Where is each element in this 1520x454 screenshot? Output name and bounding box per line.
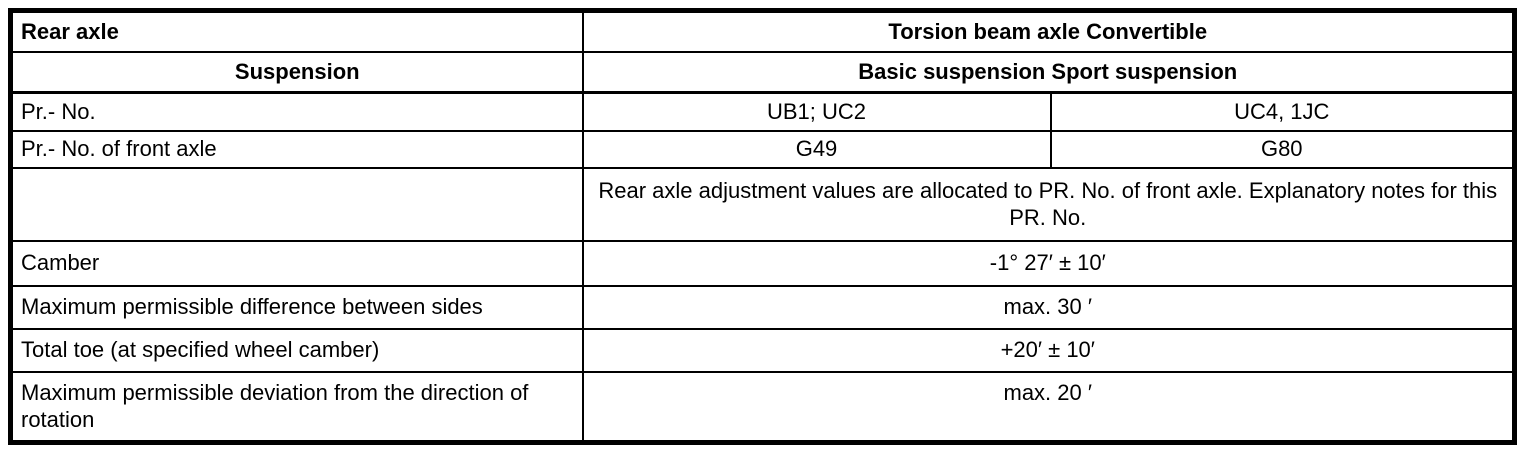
total-toe-value-cell: +20′ ± 10′ (581, 327, 1516, 373)
table-row-pr-no-front-axle: Pr.- No. of front axle G49 G80 (9, 129, 1516, 169)
table-row-note: Rear axle adjustment values are allocate… (9, 166, 1516, 242)
pr-no-front-sport-cell: G80 (1049, 129, 1516, 169)
table-row-total-toe: Total toe (at specified wheel camber) +2… (9, 327, 1516, 373)
camber-label-cell: Camber (9, 239, 584, 287)
pr-no-sport-cell: UC4, 1JC (1049, 91, 1516, 132)
suspension-header-cell: Suspension (9, 50, 584, 94)
rear-axle-spec-table: Rear axle Torsion beam axle Convertible … (8, 8, 1517, 445)
table-row-max-deviation: Maximum permissible deviation from the d… (9, 370, 1516, 444)
empty-label-cell (9, 166, 584, 242)
axle-type-header-cell: Torsion beam axle Convertible (581, 9, 1516, 53)
max-difference-value-cell: max. 30 ′ (581, 284, 1516, 330)
table-row-header-suspension: Suspension Basic suspension Sport suspen… (9, 50, 1516, 94)
table-row-max-difference: Maximum permissible difference between s… (9, 284, 1516, 330)
total-toe-label-cell: Total toe (at specified wheel camber) (9, 327, 584, 373)
table-row-pr-no: Pr.- No. UB1; UC2 UC4, 1JC (9, 91, 1516, 132)
pr-no-label-cell: Pr.- No. (9, 91, 584, 132)
max-difference-label-cell: Maximum permissible difference between s… (9, 284, 584, 330)
suspension-types-header-cell: Basic suspension Sport suspension (581, 50, 1516, 94)
pr-no-basic-cell: UB1; UC2 (581, 91, 1052, 132)
max-deviation-label-cell: Maximum permissible deviation from the d… (9, 370, 584, 444)
table-row-camber: Camber -1° 27′ ± 10′ (9, 239, 1516, 287)
max-deviation-value-cell: max. 20 ′ (581, 370, 1516, 444)
table-row-header-axle: Rear axle Torsion beam axle Convertible (9, 9, 1516, 53)
camber-value-cell: -1° 27′ ± 10′ (581, 239, 1516, 287)
pr-no-front-label-cell: Pr.- No. of front axle (9, 129, 584, 169)
pr-no-front-basic-cell: G49 (581, 129, 1052, 169)
rear-axle-header-cell: Rear axle (9, 9, 584, 53)
adjustment-note-cell: Rear axle adjustment values are allocate… (581, 166, 1516, 242)
